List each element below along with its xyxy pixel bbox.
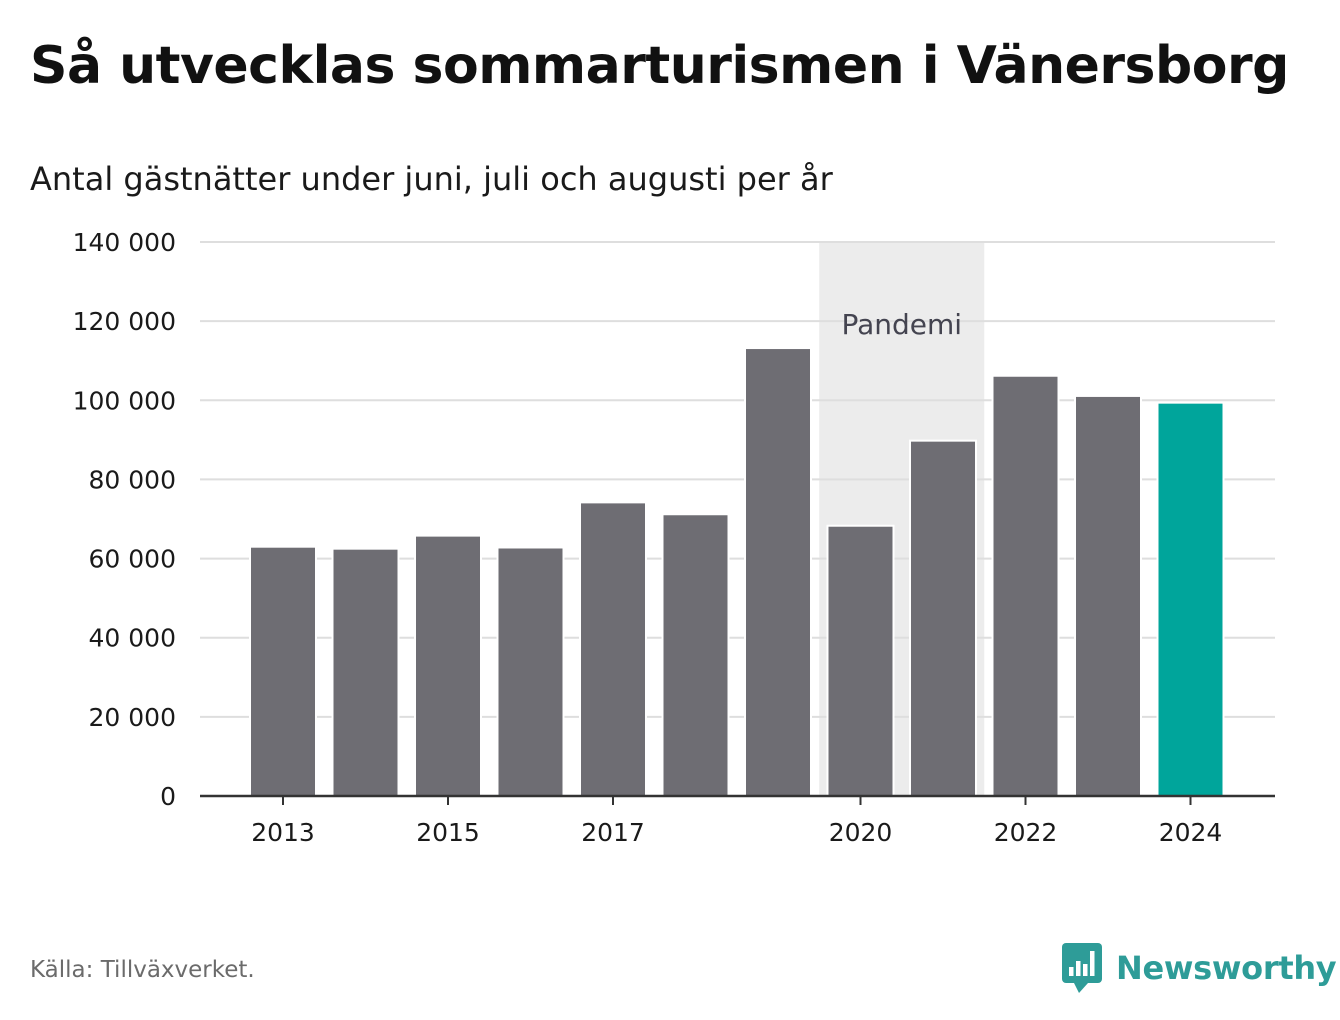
bar xyxy=(496,546,565,798)
y-tick-label: 120 000 xyxy=(73,307,176,336)
bar xyxy=(744,347,812,797)
bar xyxy=(1074,394,1142,797)
x-tick-label: 2017 xyxy=(581,818,645,847)
x-tick-label: 2013 xyxy=(251,818,315,847)
y-tick-label: 80 000 xyxy=(89,465,176,494)
brand: Newsworthy xyxy=(1062,940,1337,996)
bar xyxy=(579,501,647,797)
pandemic-label: Pandemi xyxy=(841,308,962,341)
chart-title: Så utvecklas sommarturismen i Vänersborg xyxy=(30,36,1289,96)
x-tick-label: 2020 xyxy=(829,818,893,847)
bar xyxy=(249,545,317,798)
bar-highlight xyxy=(1156,401,1225,797)
y-tick-label: 60 000 xyxy=(89,545,176,574)
source-note: Källa: Tillväxverket. xyxy=(30,957,255,983)
bar xyxy=(991,374,1060,797)
bar xyxy=(826,524,895,798)
newsworthy-logo-icon xyxy=(1062,943,1102,993)
y-tick-label: 100 000 xyxy=(73,386,176,415)
y-tick-label: 140 000 xyxy=(73,228,176,257)
bar xyxy=(414,534,482,797)
x-tick-label: 2015 xyxy=(416,818,480,847)
x-tick-label: 2022 xyxy=(994,818,1058,847)
bar xyxy=(909,439,977,797)
bar xyxy=(331,547,400,798)
y-tick-label: 20 000 xyxy=(89,703,176,732)
chart-subtitle: Antal gästnätter under juni, juli och au… xyxy=(30,160,833,198)
x-tick-label: 2024 xyxy=(1159,818,1223,847)
bar-chart: 0 20 000 40 000 60 000 80 000 100 000 120 000 1… xyxy=(73,228,1275,847)
y-tick-label: 40 000 xyxy=(89,624,176,653)
y-tick-label: 0 xyxy=(160,782,176,811)
bar xyxy=(661,513,730,797)
brand-name: Newsworthy xyxy=(1116,949,1337,987)
